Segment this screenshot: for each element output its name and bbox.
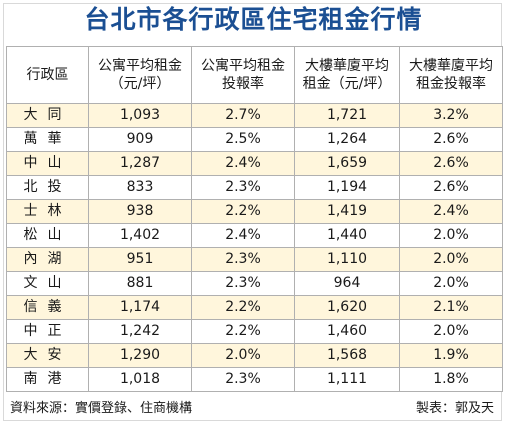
district-cell: 中正 bbox=[6, 319, 89, 344]
building-rent-cell: 1,194 bbox=[294, 175, 400, 200]
page-title: 台北市各行政區住宅租金行情 bbox=[84, 5, 423, 34]
building-yield-cell: 2.0% bbox=[399, 247, 503, 272]
apartment-rent-cell: 951 bbox=[88, 247, 192, 272]
district-cell: 文山 bbox=[6, 271, 89, 296]
header-apartment-rent: 公寓平均租金 （元/坪） bbox=[88, 46, 192, 104]
table-row: 北投 833 2.3% 1,194 2.6% bbox=[6, 175, 503, 200]
apartment-yield-cell: 2.7% bbox=[191, 103, 295, 128]
apartment-yield-cell: 2.0% bbox=[191, 343, 295, 368]
source-note: 資料來源：實價登錄、住商機構 bbox=[10, 401, 193, 416]
building-rent-cell: 1,721 bbox=[294, 103, 400, 128]
building-yield-cell: 2.6% bbox=[399, 127, 503, 152]
header-district-label: 行政區 bbox=[26, 67, 69, 83]
apartment-yield-cell: 2.4% bbox=[191, 151, 295, 176]
building-rent-cell: 1,264 bbox=[294, 127, 400, 152]
apartment-rent-cell: 881 bbox=[88, 271, 192, 296]
table-header-row: 行政區 公寓平均租金 （元/坪） 公寓平均租金 投報率 大樓華廈平均 租金（元/… bbox=[6, 46, 503, 104]
building-yield-cell: 2.6% bbox=[399, 151, 503, 176]
apartment-yield-cell: 2.2% bbox=[191, 199, 295, 224]
table-row: 內湖 951 2.3% 1,110 2.0% bbox=[6, 247, 503, 272]
apartment-yield-cell: 2.2% bbox=[191, 295, 295, 320]
building-rent-cell: 1,568 bbox=[294, 343, 400, 368]
apartment-rent-cell: 1,018 bbox=[88, 367, 192, 392]
header-apartment-yield-line1: 公寓平均租金 bbox=[201, 58, 285, 74]
table-row: 大安 1,290 2.0% 1,568 1.9% bbox=[6, 343, 503, 368]
building-rent-cell: 1,419 bbox=[294, 199, 400, 224]
district-cell: 內湖 bbox=[6, 247, 89, 272]
building-rent-cell: 964 bbox=[294, 271, 400, 296]
apartment-rent-cell: 909 bbox=[88, 127, 192, 152]
apartment-rent-cell: 833 bbox=[88, 175, 192, 200]
building-yield-cell: 1.8% bbox=[399, 367, 503, 392]
footer: 資料來源：實價登錄、住商機構 製表：郭及天 bbox=[10, 399, 500, 419]
header-apartment-yield: 公寓平均租金 投報率 bbox=[191, 46, 295, 104]
apartment-rent-cell: 1,290 bbox=[88, 343, 192, 368]
rent-table: 行政區 公寓平均租金 （元/坪） 公寓平均租金 投報率 大樓華廈平均 租金（元/… bbox=[6, 46, 503, 392]
header-building-yield: 大樓華廈平均 租金投報率 bbox=[399, 46, 503, 104]
building-yield-cell: 2.0% bbox=[399, 223, 503, 248]
table-row: 士林 938 2.2% 1,419 2.4% bbox=[6, 199, 503, 224]
header-apartment-yield-line2: 投報率 bbox=[222, 76, 264, 92]
apartment-rent-cell: 1,093 bbox=[88, 103, 192, 128]
district-cell: 南港 bbox=[6, 367, 89, 392]
building-rent-cell: 1,659 bbox=[294, 151, 400, 176]
district-cell: 萬華 bbox=[6, 127, 89, 152]
table-row: 南港 1,018 2.3% 1,111 1.8% bbox=[6, 367, 503, 392]
table-body: 大同 1,093 2.7% 1,721 3.2% 萬華 909 2.5% 1,264 2.6% 中山… bbox=[6, 103, 503, 392]
apartment-yield-cell: 2.5% bbox=[191, 127, 295, 152]
table-row: 大同 1,093 2.7% 1,721 3.2% bbox=[6, 103, 503, 128]
header-building-yield-line1: 大樓華廈平均 bbox=[409, 58, 493, 74]
building-rent-cell: 1,620 bbox=[294, 295, 400, 320]
apartment-rent-cell: 1,174 bbox=[88, 295, 192, 320]
district-cell: 大安 bbox=[6, 343, 89, 368]
table-row: 中正 1,242 2.2% 1,460 2.0% bbox=[6, 319, 503, 344]
building-yield-cell: 2.1% bbox=[399, 295, 503, 320]
header-building-rent: 大樓華廈平均 租金（元/坪） bbox=[294, 46, 400, 104]
header-apartment-rent-line1: 公寓平均租金 bbox=[98, 58, 182, 74]
header-district: 行政區 bbox=[6, 46, 89, 104]
header-building-yield-line2: 租金投報率 bbox=[416, 76, 486, 92]
header-building-rent-line2: 租金（元/坪） bbox=[302, 76, 392, 92]
building-rent-cell: 1,110 bbox=[294, 247, 400, 272]
header-building-rent-line1: 大樓華廈平均 bbox=[305, 58, 389, 74]
table-row: 中山 1,287 2.4% 1,659 2.6% bbox=[6, 151, 503, 176]
apartment-rent-cell: 1,402 bbox=[88, 223, 192, 248]
apartment-rent-cell: 1,287 bbox=[88, 151, 192, 176]
district-cell: 大同 bbox=[6, 103, 89, 128]
building-yield-cell: 2.6% bbox=[399, 175, 503, 200]
building-yield-cell: 2.0% bbox=[399, 271, 503, 296]
building-rent-cell: 1,111 bbox=[294, 367, 400, 392]
building-yield-cell: 2.0% bbox=[399, 319, 503, 344]
apartment-yield-cell: 2.3% bbox=[191, 271, 295, 296]
apartment-yield-cell: 2.3% bbox=[191, 247, 295, 272]
district-cell: 松山 bbox=[6, 223, 89, 248]
apartment-yield-cell: 2.2% bbox=[191, 319, 295, 344]
apartment-rent-cell: 1,242 bbox=[88, 319, 192, 344]
table-row: 松山 1,402 2.4% 1,440 2.0% bbox=[6, 223, 503, 248]
district-cell: 北投 bbox=[6, 175, 89, 200]
apartment-rent-cell: 938 bbox=[88, 199, 192, 224]
building-rent-cell: 1,460 bbox=[294, 319, 400, 344]
header-apartment-rent-line2: （元/坪） bbox=[109, 76, 171, 92]
building-yield-cell: 1.9% bbox=[399, 343, 503, 368]
district-cell: 中山 bbox=[6, 151, 89, 176]
table-row: 信義 1,174 2.2% 1,620 2.1% bbox=[6, 295, 503, 320]
table-row: 萬華 909 2.5% 1,264 2.6% bbox=[6, 127, 503, 152]
building-yield-cell: 2.4% bbox=[399, 199, 503, 224]
district-cell: 信義 bbox=[6, 295, 89, 320]
apartment-yield-cell: 2.3% bbox=[191, 175, 295, 200]
building-rent-cell: 1,440 bbox=[294, 223, 400, 248]
credit-note: 製表：郭及天 bbox=[415, 401, 494, 416]
district-cell: 士林 bbox=[6, 199, 89, 224]
apartment-yield-cell: 2.3% bbox=[191, 367, 295, 392]
table-row: 文山 881 2.3% 964 2.0% bbox=[6, 271, 503, 296]
building-yield-cell: 3.2% bbox=[399, 103, 503, 128]
apartment-yield-cell: 2.4% bbox=[191, 223, 295, 248]
